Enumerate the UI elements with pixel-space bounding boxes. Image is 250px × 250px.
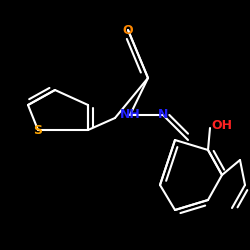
Text: N: N <box>158 108 168 122</box>
Text: OH: OH <box>211 119 232 132</box>
Text: O: O <box>123 24 133 36</box>
Text: S: S <box>34 124 42 136</box>
Text: NH: NH <box>120 108 141 122</box>
